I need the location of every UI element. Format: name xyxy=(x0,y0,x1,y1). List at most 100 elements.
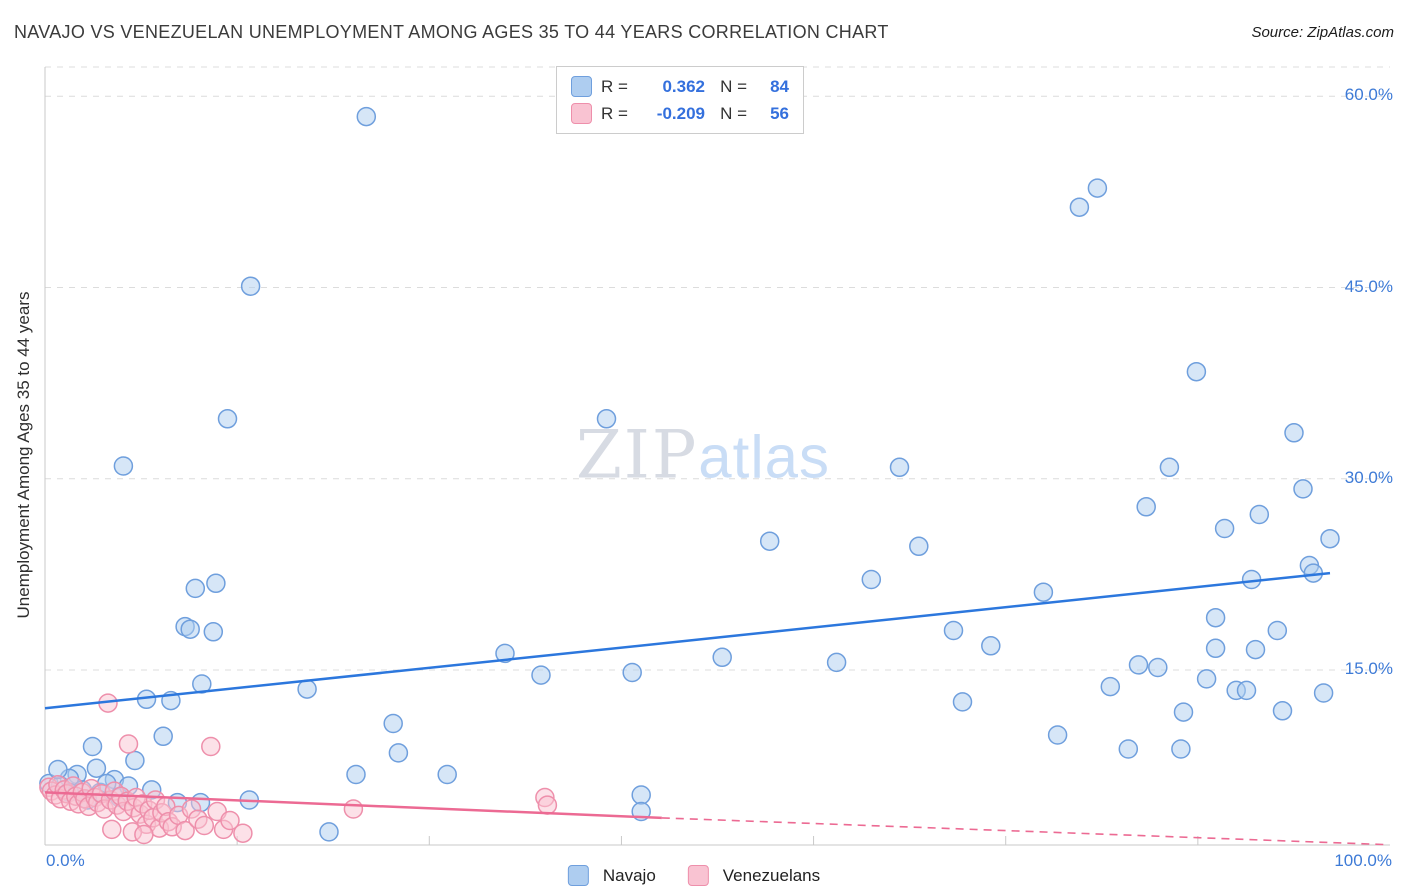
venezuelans-data-point xyxy=(233,823,253,843)
navajo-data-point xyxy=(861,569,882,590)
navajo-data-point xyxy=(1249,504,1270,525)
navajo-data-point xyxy=(388,743,409,763)
navajo-data-point xyxy=(1100,676,1121,697)
navajo-data-point xyxy=(712,647,732,668)
watermark-zip-text: ZIP xyxy=(575,416,699,494)
chart-title: NAVAJO VS VENEZUELAN UNEMPLOYMENT AMONG … xyxy=(14,22,889,42)
venezuelans-data-point xyxy=(175,820,195,841)
venezuelans-legend-swatch xyxy=(687,865,709,886)
navajo-data-point xyxy=(1128,655,1149,675)
venezuelans-trend-line-solid xyxy=(44,791,662,820)
navajo-data-point xyxy=(203,622,224,642)
navajo-data-point xyxy=(217,409,238,429)
navajo-data-point xyxy=(981,636,1001,656)
n-label: N = xyxy=(720,76,747,96)
navajo-data-point xyxy=(1087,178,1108,198)
watermark-atlas-text: atlas xyxy=(698,423,831,491)
navajo-data-point xyxy=(631,785,651,805)
navajo-data-point xyxy=(86,758,107,778)
navajo-data-point xyxy=(82,736,103,757)
legend-row-navajo: R = 0.362 N = 84 xyxy=(571,76,789,97)
navajo-data-point xyxy=(622,662,642,683)
zipatlas-watermark: ZIP atlas xyxy=(576,417,830,494)
navajo-data-point xyxy=(1033,582,1054,602)
navajo-data-point xyxy=(113,456,134,476)
n-label: N = xyxy=(720,103,747,123)
venezuelans-data-point xyxy=(194,815,215,836)
navajo-data-point xyxy=(1205,638,1226,659)
navajo-data-point xyxy=(1118,739,1139,759)
navajo-data-point xyxy=(1293,479,1313,499)
navajo-data-point xyxy=(952,692,973,712)
navajo-data-point xyxy=(383,713,403,734)
navajo-data-point xyxy=(1047,725,1068,745)
navajo-data-point xyxy=(1313,683,1334,703)
r-label: R = xyxy=(601,76,628,96)
navajo-data-point xyxy=(1205,607,1226,628)
venezuelans-swatch xyxy=(571,103,592,124)
navajo-data-point xyxy=(1173,702,1194,722)
venezuelans-data-point xyxy=(118,734,139,754)
r-value-venezuelans: -0.209 xyxy=(656,103,705,123)
navajo-data-point xyxy=(319,822,339,842)
venezuelans-data-point xyxy=(201,736,221,757)
venezuelans-data-point xyxy=(134,824,154,845)
r-label: R = xyxy=(601,103,628,123)
navajo-data-point xyxy=(1159,457,1180,478)
navajo-data-point xyxy=(356,106,377,127)
navajo-data-point xyxy=(1186,361,1207,382)
navajo-data-point xyxy=(1136,497,1156,517)
correlation-legend-box: R = 0.362 N = 84 R = -0.209 N = 56 xyxy=(556,66,804,134)
navajo-data-point xyxy=(1267,620,1288,641)
navajo-data-point xyxy=(909,536,929,557)
n-value-venezuelans: 56 xyxy=(770,103,789,123)
navajo-data-point xyxy=(1196,669,1217,689)
navajo-data-point xyxy=(531,665,551,685)
n-value-navajo: 84 xyxy=(770,76,789,96)
navajo-data-point xyxy=(1069,197,1090,217)
navajo-trend-line-solid xyxy=(44,571,1331,710)
navajo-data-point xyxy=(153,726,173,747)
y-axis-tick-label: 15.0% xyxy=(1344,659,1393,678)
navajo-data-point xyxy=(206,573,226,594)
navajo-data-point xyxy=(180,619,200,639)
navajo-data-point xyxy=(297,679,317,699)
x-axis-max-label: 100.0% xyxy=(1334,851,1392,870)
source-label: Source: ZipAtlas.com xyxy=(1251,24,1394,41)
y-axis-tick-label: 30.0% xyxy=(1344,467,1393,487)
navajo-data-point xyxy=(125,750,145,771)
navajo-data-point xyxy=(826,652,847,673)
navajo-data-point xyxy=(240,276,261,296)
navajo-data-point xyxy=(495,643,515,664)
venezuelans-legend-label: Venezuelans xyxy=(722,865,821,885)
y-axis-tick-label: 60.0% xyxy=(1344,85,1393,105)
navajo-data-point xyxy=(889,457,910,478)
navajo-data-point xyxy=(1284,423,1304,443)
venezuelans-data-point xyxy=(102,819,122,840)
navajo-data-point xyxy=(943,620,964,641)
venezuelans-trend-line-dashed xyxy=(661,817,1388,846)
venezuelans-data-point xyxy=(537,795,558,815)
navajo-data-point xyxy=(596,409,617,429)
navajo-data-point xyxy=(1148,657,1168,678)
navajo-data-point xyxy=(1171,739,1191,759)
navajo-data-point xyxy=(1245,639,1266,660)
navajo-data-point xyxy=(437,764,457,785)
legend-row-venezuelans: R = -0.209 N = 56 xyxy=(571,103,789,124)
venezuelans-data-point xyxy=(343,799,364,819)
navajo-legend-swatch xyxy=(567,865,589,886)
navajo-data-point xyxy=(1320,528,1340,549)
x-axis-min-label: 0.0% xyxy=(46,851,85,870)
navajo-data-point xyxy=(1236,680,1257,701)
navajo-data-point xyxy=(1272,701,1293,721)
r-value-navajo: 0.362 xyxy=(662,76,705,96)
series-legend: Navajo Venezuelans xyxy=(567,865,838,886)
navajo-data-point xyxy=(185,578,206,599)
venezuelans-data-point xyxy=(220,810,240,831)
navajo-swatch xyxy=(571,76,592,97)
navajo-data-point xyxy=(759,531,780,551)
navajo-legend-label: Navajo xyxy=(602,865,656,885)
y-axis-tick-label: 45.0% xyxy=(1344,276,1393,296)
